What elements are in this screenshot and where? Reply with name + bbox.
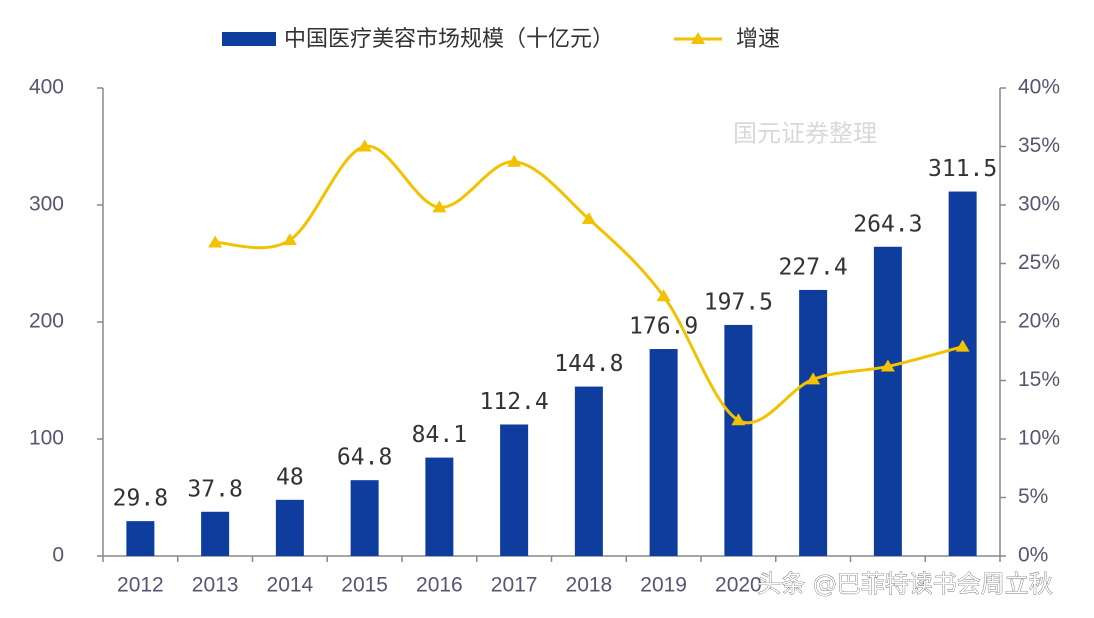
bar-value-label: 311.5 — [928, 156, 997, 182]
y-tick-label: 200 — [29, 310, 64, 333]
bar-value-label: 112.4 — [480, 389, 549, 415]
legend-marker — [691, 32, 706, 44]
line-marker — [208, 235, 223, 248]
x-tick-label: 2019 — [640, 574, 687, 597]
line-marker — [432, 200, 447, 213]
bar-value-label: 227.4 — [779, 254, 848, 280]
bar — [799, 289, 828, 556]
line-marker — [806, 372, 821, 385]
legend-label: 中国医疗美容市场规模（十亿元） — [284, 27, 614, 52]
x-tick-label: 2017 — [491, 574, 538, 597]
y2-tick-label: 40% — [1018, 76, 1060, 99]
line-marker — [731, 413, 746, 426]
line-marker — [282, 233, 297, 246]
bar-value-label: 197.5 — [704, 289, 773, 315]
bar-value-label: 176.9 — [629, 314, 698, 340]
y-tick-label: 400 — [29, 76, 64, 99]
line-marker — [581, 212, 596, 225]
bar — [873, 246, 902, 557]
y2-tick-label: 25% — [1018, 251, 1060, 274]
bar-value-label: 37.8 — [187, 476, 242, 502]
y-tick-label: 300 — [29, 193, 64, 216]
bar — [500, 424, 529, 556]
bar-value-label: 64.8 — [337, 445, 392, 471]
x-tick-label: 2014 — [267, 574, 314, 597]
bar — [948, 191, 977, 557]
line-marker — [357, 139, 372, 152]
y2-tick-label: 10% — [1018, 427, 1060, 450]
bar-value-label: 264.3 — [853, 211, 922, 237]
x-tick-label: 2013 — [192, 574, 239, 597]
bar — [201, 511, 230, 556]
x-tick-label: 2020 — [715, 574, 762, 597]
y2-tick-label: 0% — [1018, 544, 1048, 567]
watermark: 头条 @巴菲特读书会周立秋 — [757, 570, 1053, 598]
y2-tick-label: 15% — [1018, 368, 1060, 391]
y-tick-label: 0 — [52, 544, 64, 567]
bar-value-label: 84.1 — [412, 422, 467, 448]
bar-value-label: 48 — [276, 464, 304, 490]
legend-label: 增速 — [736, 27, 780, 52]
line-marker — [656, 289, 671, 302]
y2-tick-label: 5% — [1018, 485, 1048, 508]
y2-tick-label: 20% — [1018, 310, 1060, 333]
bar — [649, 349, 678, 556]
x-tick-label: 2015 — [341, 574, 388, 597]
bar — [724, 324, 753, 556]
bar — [350, 480, 379, 556]
y2-tick-label: 30% — [1018, 193, 1060, 216]
bar — [275, 499, 304, 556]
bar — [425, 457, 454, 556]
legend-swatch — [222, 32, 276, 46]
y2-tick-label: 35% — [1018, 134, 1060, 157]
annotation: 国元证券整理 — [733, 120, 877, 148]
y-tick-label: 100 — [29, 427, 64, 450]
growth-line — [215, 144, 964, 425]
bar-value-label: 144.8 — [554, 351, 623, 377]
bar — [574, 386, 603, 556]
bar-value-label: 29.8 — [113, 486, 168, 512]
x-tick-label: 2012 — [117, 574, 164, 597]
x-tick-label: 2016 — [416, 574, 463, 597]
line-marker — [880, 359, 895, 372]
x-tick-label: 2018 — [566, 574, 613, 597]
bar — [126, 521, 155, 556]
line-marker — [955, 339, 970, 352]
line-marker — [507, 154, 522, 167]
